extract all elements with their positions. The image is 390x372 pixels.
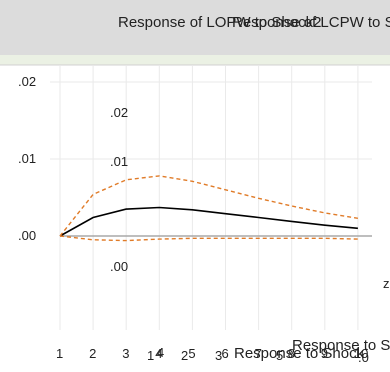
upper-band-line [59,175,359,237]
y-tick-label: .01 [18,151,36,166]
ghost-y-label: .00 [110,259,128,274]
ghost-dot-glyph: .0 [358,350,369,365]
chart-title-front: Response of LCPW to Shock [232,14,390,31]
impulse-response-line [59,206,358,237]
x-tick-label: 9 [321,346,328,361]
x-tick-label: 4 [155,346,162,361]
ghost-bottom-text: Response to Shock [234,345,365,362]
ghost-bottom-text: Response to Shock [292,337,390,354]
ghost-y-label: .01 [110,154,128,169]
series-layer [59,175,359,242]
x-tick-label: 7 [255,346,262,361]
ghost-tick: 4 [157,345,164,360]
ghost-tick: 5 [276,348,283,363]
x-tick-label: 10 [354,346,368,361]
chart-title-back: Response of LOPW to Shock2 [118,14,321,31]
ghost-tick: 1 [147,348,154,363]
x-tick-label: 2 [89,346,96,361]
x-tick-label: 1 [56,346,63,361]
y-tick-label: .02 [18,74,36,89]
x-tick-label: 6 [222,346,229,361]
ghost-tick: 3 [215,348,222,363]
header-band [0,0,390,55]
grid-layer [50,66,372,330]
ghost-right-glyph: z [383,276,390,291]
y-tick-label: .00 [18,228,36,243]
ghost-y-label: .02 [110,105,128,120]
x-tick-label: 8 [288,346,295,361]
ghost-tick: 2 [181,348,188,363]
x-tick-label: 3 [122,346,129,361]
x-tick-layer: 1 2 3 4 5 6 7 8 9 10 [56,346,368,361]
x-tick-label: 5 [188,346,195,361]
panel-gutter [0,55,390,65]
lower-band-line [59,235,358,242]
